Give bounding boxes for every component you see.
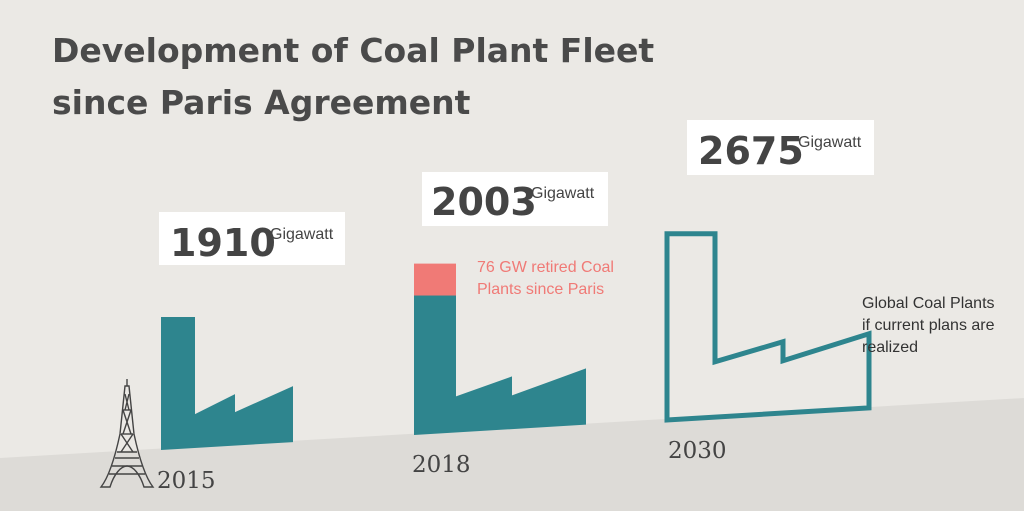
ground bbox=[0, 398, 1024, 511]
eiffel-tower-icon bbox=[99, 379, 155, 488]
projection-note-line-1: Global Coal Plants bbox=[862, 295, 995, 312]
factory-icon-2030 bbox=[664, 231, 872, 423]
retired-note-line-1: 76 GW retired Coal bbox=[477, 259, 614, 276]
retired-note-line-2: Plants since Paris bbox=[477, 281, 604, 298]
unit-label-2018: Gigawatt bbox=[531, 185, 595, 202]
value-box-2018 bbox=[422, 172, 608, 226]
retired-capacity-block bbox=[414, 263, 456, 296]
projection-note-line-3: realized bbox=[862, 339, 918, 356]
value-label-2030: 2675 bbox=[698, 129, 804, 173]
chart-title-line-1: Development of Coal Plant Fleet bbox=[52, 31, 654, 70]
projection-note-line-2: if current plans are bbox=[862, 317, 995, 334]
factory-icon-2015 bbox=[161, 317, 293, 450]
year-label-2018: 2018 bbox=[412, 452, 471, 478]
unit-label-2015: Gigawatt bbox=[270, 226, 334, 243]
year-label-2030: 2030 bbox=[668, 438, 727, 464]
unit-label-2030: Gigawatt bbox=[798, 134, 862, 151]
fleet-layer bbox=[161, 231, 872, 450]
year-label-2015: 2015 bbox=[157, 468, 216, 494]
value-label-2018: 2003 bbox=[431, 180, 537, 224]
label-layer: 1910Gigawatt20152003Gigawatt20182675Giga… bbox=[157, 120, 995, 494]
factory-icon-2018 bbox=[414, 295, 586, 435]
value-box-2030 bbox=[687, 120, 874, 175]
value-label-2015: 1910 bbox=[170, 221, 276, 265]
chart-title-line-2: since Paris Agreement bbox=[52, 83, 471, 122]
value-box-2015 bbox=[159, 212, 345, 265]
